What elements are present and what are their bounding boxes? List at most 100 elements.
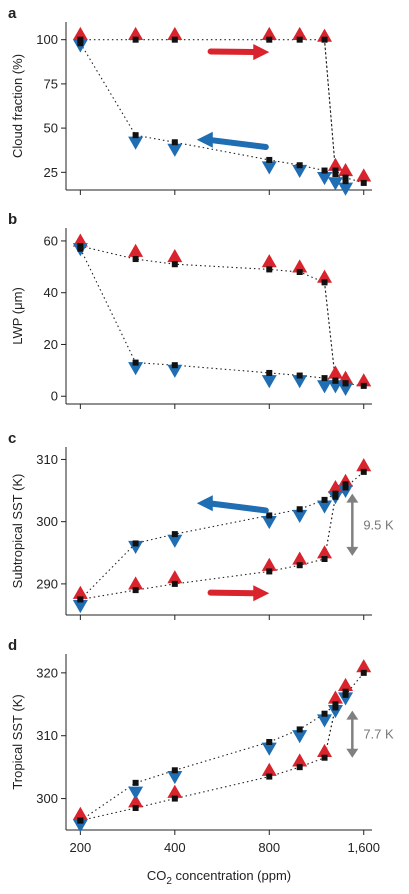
triangle-up-point <box>317 28 333 42</box>
square-point <box>342 380 349 387</box>
triangle-up-point <box>292 551 308 565</box>
triangle-up-point <box>167 784 183 798</box>
triangle-up-point <box>356 373 372 387</box>
square-point <box>77 36 84 43</box>
y-axis-title: LWP (μm) <box>10 287 25 345</box>
x-axis-title-rest: concentration (ppm) <box>172 868 291 883</box>
square-point <box>360 669 367 676</box>
square-point <box>321 556 328 562</box>
square-point <box>266 512 273 519</box>
y-tick-label: 40 <box>44 285 58 300</box>
square-point <box>171 139 178 146</box>
delta-arrowhead-top <box>346 710 359 720</box>
y-tick-label: 300 <box>36 791 58 806</box>
branch-connector <box>323 282 336 381</box>
x-tick-label: 800 <box>258 840 280 855</box>
upper-branch-line <box>80 471 365 600</box>
triangle-up-point <box>261 26 277 41</box>
upper-branch-line <box>80 39 364 184</box>
square-point <box>296 269 303 275</box>
branch-connector <box>323 496 336 560</box>
square-point <box>342 484 349 491</box>
triangle-down-point <box>317 500 333 514</box>
square-point <box>132 587 139 594</box>
triangle-down-point <box>167 143 183 157</box>
triangle-up-point <box>317 743 333 758</box>
square-point <box>266 266 273 273</box>
square-point <box>77 40 84 47</box>
square-point <box>321 496 328 503</box>
triangle-down-point <box>167 770 183 785</box>
triangle-up-point <box>292 26 308 41</box>
square-point <box>77 596 84 603</box>
square-point <box>332 490 339 497</box>
triangle-up-point <box>167 570 183 584</box>
triangle-up-point <box>356 168 372 182</box>
square-point <box>321 710 328 717</box>
triangle-up-point <box>356 659 372 673</box>
lower-branch-line <box>80 691 346 822</box>
y-tick-label: 310 <box>36 728 58 743</box>
triangle-up-point <box>261 254 277 268</box>
triangle-down-point <box>292 509 308 523</box>
direction-arrowhead <box>253 585 270 602</box>
square-point <box>171 767 178 774</box>
triangle-up-point <box>292 259 308 273</box>
panel-d: d 300 310 320 Tropical SST (K) 7.7 K <box>8 637 394 835</box>
triangle-up-point <box>167 248 183 263</box>
triangle-up-point <box>72 806 88 820</box>
square-point <box>132 36 139 43</box>
square-point <box>266 773 273 780</box>
triangle-up-point <box>356 458 372 472</box>
square-point <box>171 795 178 802</box>
triangle-up-point <box>128 794 144 808</box>
direction-arrow <box>205 136 269 150</box>
square-point <box>360 382 367 389</box>
triangle-down-point <box>327 177 343 191</box>
triangle-down-point <box>167 534 183 548</box>
upper-branch-line <box>80 245 364 387</box>
square-point <box>296 372 303 379</box>
triangle-down-point <box>128 540 144 555</box>
y-tick-label: 75 <box>44 76 58 91</box>
square-point <box>171 580 178 587</box>
triangle-up-point <box>72 585 88 599</box>
square-point <box>342 691 349 698</box>
square-point <box>332 493 339 500</box>
triangle-down-point <box>167 364 183 378</box>
y-tick-label: 25 <box>44 165 58 180</box>
y-tick-label: 0 <box>51 389 58 404</box>
triangle-down-point <box>338 382 354 396</box>
square-point <box>296 506 303 513</box>
triangle-up-point <box>338 677 354 692</box>
square-point <box>296 764 303 771</box>
square-point <box>266 369 273 376</box>
square-point <box>171 362 178 369</box>
square-point <box>266 156 273 163</box>
square-point <box>132 359 139 366</box>
triangle-up-point <box>338 163 354 177</box>
triangle-down-point <box>128 136 144 150</box>
y-tick-label: 60 <box>44 233 58 248</box>
square-point <box>132 256 139 263</box>
y-tick-label: 100 <box>36 32 58 47</box>
square-point <box>296 162 303 169</box>
panel-a: a 25 50 75 100 Cloud fraction (%) <box>8 5 372 196</box>
triangle-down-point <box>261 742 277 756</box>
triangle-up-point <box>317 269 333 283</box>
direction-arrowhead <box>253 44 270 61</box>
square-point <box>321 167 328 174</box>
lower-branch-line <box>80 483 346 600</box>
square-point <box>132 540 139 547</box>
triangle-down-point <box>327 704 343 719</box>
square-point <box>171 261 178 268</box>
square-point <box>332 171 339 178</box>
triangle-up-point <box>261 762 277 776</box>
square-point <box>266 739 273 745</box>
direction-arrow <box>207 589 261 597</box>
triangle-up-point <box>128 576 144 590</box>
triangle-up-point <box>167 26 183 41</box>
triangle-down-point <box>338 182 354 196</box>
square-point <box>132 805 139 811</box>
triangle-down-point <box>72 600 88 614</box>
